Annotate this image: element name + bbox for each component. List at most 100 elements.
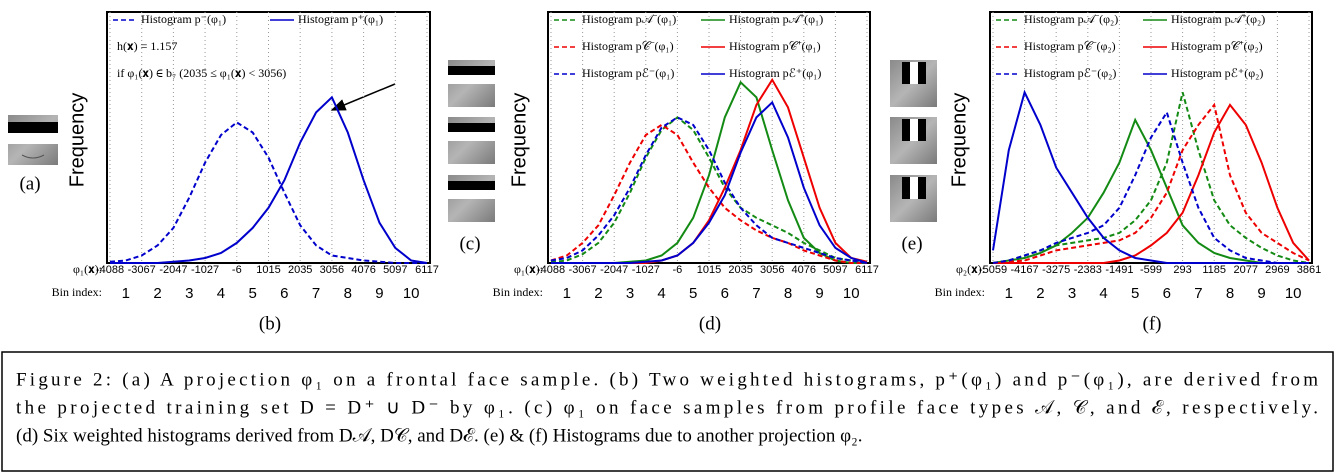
bin-index-label: 10 xyxy=(403,285,420,302)
annotation: if φ₁(𝐱) ∈ b₇ (2035 ≤ φ₁(𝐱) < 3056) xyxy=(117,66,286,80)
bin-index-label: 7 xyxy=(1194,285,1202,302)
legend-label: Histogram p𝒜⁺(φ₂) xyxy=(1171,12,1265,26)
x-axis-label: φ₁(𝐱): xyxy=(73,262,102,276)
bin-index-label: 2 xyxy=(1036,285,1044,302)
histogram-curve xyxy=(992,92,1310,264)
x-tick-label: 3056 xyxy=(760,264,784,276)
y-axis-label: Frequency xyxy=(948,93,970,188)
x-tick-label: -3067 xyxy=(569,264,597,276)
histogram-curve xyxy=(992,89,1309,264)
legend-label: Histogram p𝒜⁻(φ₁) xyxy=(582,12,676,26)
bin-index-label: 5 xyxy=(689,285,697,302)
x-tick-label: -4088 xyxy=(96,264,124,276)
x-tick-label: -6 xyxy=(673,264,683,276)
panel-label: (d) xyxy=(699,313,721,334)
caption-line: (d) Six weighted histograms derived from… xyxy=(16,425,863,446)
bin-index-label: 2 xyxy=(153,285,161,302)
face-samples-profile-2 xyxy=(890,60,937,222)
legend-label: Histogram pℰ⁻(φ₂) xyxy=(1024,66,1116,80)
x-tick-label: 4076 xyxy=(351,264,375,276)
x-tick-label: 2035 xyxy=(728,264,752,276)
legend-label: Histogram p𝒞⁺(φ₂) xyxy=(1171,39,1263,53)
bin-index-label: 4 xyxy=(217,285,225,302)
x-tick-label: -1027 xyxy=(632,264,660,276)
bin-index-label: 8 xyxy=(344,285,352,302)
x-tick-label: 1185 xyxy=(1202,264,1226,276)
bin-index-label: 4 xyxy=(1099,285,1107,302)
x-tick-label: 2077 xyxy=(1234,264,1258,276)
x-tick-label: -2383 xyxy=(1074,264,1102,276)
x-tick-label: 3861 xyxy=(1297,264,1321,276)
x-tick-label: 2969 xyxy=(1265,264,1289,276)
x-tick-label: -5059 xyxy=(979,264,1007,276)
x-tick-label: 5097 xyxy=(383,264,407,276)
x-axis-label: φ₂(𝐱): xyxy=(956,262,985,276)
x-tick-label: 3056 xyxy=(320,264,344,276)
histogram-curve xyxy=(550,116,868,264)
bin-index-label: 5 xyxy=(1131,285,1139,302)
x-tick-label: -2047 xyxy=(600,264,628,276)
bin-index-label: 8 xyxy=(1226,285,1234,302)
x-tick-label: 293 xyxy=(1173,264,1191,276)
bin-axis-label: Bin index: xyxy=(52,285,102,299)
histogram-curve xyxy=(551,80,867,264)
x-axis-label: φ₁(𝐱): xyxy=(514,262,543,276)
bin-index-label: 6 xyxy=(721,285,729,302)
bin-index-label: 3 xyxy=(626,285,634,302)
bin-index-label: 9 xyxy=(375,285,383,302)
legend-label: Histogram pℰ⁺(φ₂) xyxy=(1171,66,1263,80)
x-tick-label: 5097 xyxy=(823,264,847,276)
y-axis-label: Frequency xyxy=(508,93,530,188)
bin-index-label: 7 xyxy=(312,285,320,302)
caption-line: the projected training set D = D⁺ ∪ D⁻ b… xyxy=(16,397,1318,418)
caption-box xyxy=(1,351,1334,472)
face-samples-profile xyxy=(448,60,495,222)
bin-index-label: 1 xyxy=(563,285,571,302)
bin-index-label: 1 xyxy=(1005,285,1013,302)
x-tick-label: -4167 xyxy=(1011,264,1039,276)
bin-index-label: 2 xyxy=(594,285,602,302)
bin-index-label: 9 xyxy=(1257,285,1265,302)
bin-index-label: 5 xyxy=(248,285,256,302)
x-tick-label: -2047 xyxy=(159,264,187,276)
legend-label: Histogram p⁻(φ₁) xyxy=(141,12,226,26)
legend-label: Histogram p𝒞⁺(φ₁) xyxy=(729,39,821,53)
x-tick-label: -1027 xyxy=(191,264,219,276)
x-tick-label: -4088 xyxy=(537,264,565,276)
x-tick-label: 2035 xyxy=(288,264,312,276)
x-tick-label: -599 xyxy=(1140,264,1162,276)
bin-index-label: 10 xyxy=(843,285,860,302)
legend-label: Histogram pℰ⁻(φ₁) xyxy=(582,66,674,80)
bin-index-label: 1 xyxy=(122,285,130,302)
histogram-curve xyxy=(550,116,868,264)
panel-label: (c) xyxy=(459,233,480,254)
x-tick-label: 4076 xyxy=(792,264,816,276)
x-tick-label: 6117 xyxy=(855,264,879,276)
histogram-curve xyxy=(993,103,1310,264)
x-tick-label: -3067 xyxy=(128,264,156,276)
histogram-curve xyxy=(992,110,1309,264)
histogram-curve xyxy=(109,121,427,264)
bin-index-label: 4 xyxy=(657,285,665,302)
histogram-curve xyxy=(992,102,1310,264)
legend-label: Histogram p𝒞⁻(φ₁) xyxy=(582,39,674,53)
bin-index-label: 7 xyxy=(752,285,760,302)
face-sample xyxy=(8,115,58,165)
y-axis-label: Frequency xyxy=(66,93,88,188)
bin-index-label: 3 xyxy=(185,285,193,302)
bin-index-label: 6 xyxy=(280,285,288,302)
x-tick-label: -6 xyxy=(232,264,242,276)
histogram-curve xyxy=(551,100,868,264)
panel-label: (b) xyxy=(259,313,281,334)
x-tick-label: -1491 xyxy=(1105,264,1133,276)
panel-label: (a) xyxy=(19,173,40,194)
caption-line: Figure 2: (a) A projection φ₁ on a front… xyxy=(16,369,1318,390)
legend-label: Histogram p⁺(φ₁) xyxy=(298,12,383,26)
annotation: h(𝐱) = 1.157 xyxy=(117,39,177,53)
bin-index-label: 6 xyxy=(1163,285,1171,302)
bin-axis-label: Bin index: xyxy=(935,285,985,299)
panel-label: (f) xyxy=(1143,313,1162,334)
x-tick-label: 1015 xyxy=(697,264,721,276)
legend-label: Histogram p𝒜⁻(φ₂) xyxy=(1024,12,1118,26)
